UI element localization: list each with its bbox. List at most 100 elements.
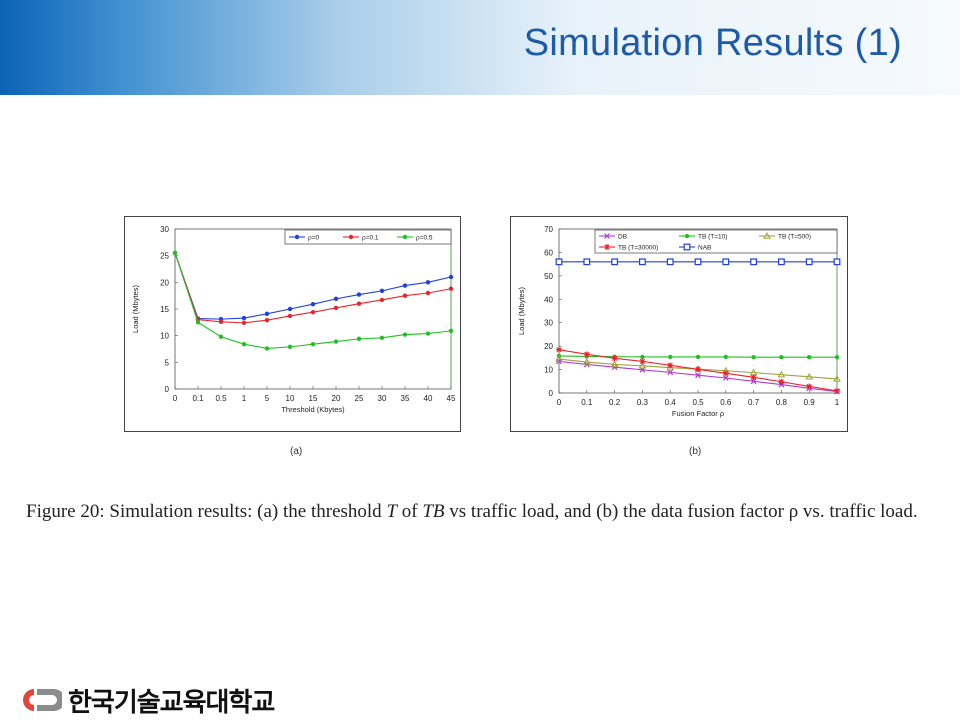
chart-b-xtick-label-7: 0.7 (748, 398, 760, 407)
chart-b-series-3-point-10 (834, 387, 840, 394)
chart-a-series-1-point-9 (379, 297, 385, 303)
chart-a-series-0 (172, 250, 454, 322)
chart-b-series-3-point-1 (583, 351, 590, 358)
chart-a-series-2-point-7 (333, 339, 339, 344)
chart-b-series-0-point-6 (722, 375, 729, 381)
chart-b-xtick-label-2: 0.2 (609, 398, 621, 407)
chart-a-series-0-point-4 (264, 311, 270, 316)
chart-b-series-3-point-0 (556, 346, 562, 353)
chart-b-series-2-point-8 (777, 370, 786, 378)
caption-tb-term: TB (422, 501, 445, 522)
chart-b-series-3 (556, 346, 840, 394)
chart-a-legend: ρ=0 ρ=0.1 ρ=0.5 (284, 229, 452, 245)
chart-a-series-0-point-11 (425, 280, 431, 285)
chart-b-legend-marker-4 (683, 243, 691, 251)
chart-b-legend-marker-2 (763, 231, 771, 239)
chart-a-legend-label-2: ρ=0.5 (416, 235, 433, 242)
figure-caption: Figure 20: Simulation results: (a) the t… (26, 498, 951, 525)
chart-b-series-2-point-10 (833, 374, 841, 382)
caption-part2: of (397, 501, 423, 522)
chart-a-series-2-point-10 (402, 332, 408, 337)
chart-a-series-1-point-8 (356, 301, 362, 306)
chart-b-series-3-point-5 (695, 366, 701, 373)
chart-b-series-4-point-9 (805, 258, 813, 266)
chart-a-series-2-point-2 (218, 334, 224, 339)
chart-b-series-4-point-5 (694, 258, 702, 266)
chart-a-series-2-point-6 (310, 342, 316, 347)
chart-a-ytick-label-1: 5 (165, 358, 170, 367)
chart-a-series-0-point-8 (356, 292, 362, 297)
chart-b-series-2-point-1 (582, 358, 591, 365)
chart-b-series-0-point-5 (695, 372, 701, 379)
chart-a-series-0-point-6 (310, 302, 316, 307)
university-logo-icon (23, 689, 62, 711)
chart-b-xtick-label-6: 0.6 (720, 398, 732, 407)
chart-a-series-0-point-10 (402, 283, 408, 288)
chart-a-series-0-point-5 (287, 306, 293, 312)
chart-b-series-1-point-3 (640, 354, 645, 360)
university-name: 한국기술교육대학교 (68, 688, 275, 718)
chart-a-xtick-label-1: 0.1 (192, 394, 204, 403)
chart-b-series-3-point-6 (722, 370, 729, 377)
chart-b-series-4-point-7 (750, 258, 758, 266)
chart-b-series-1-point-7 (751, 354, 756, 360)
chart-b-legend-marker-1 (684, 233, 690, 239)
chart-a-legend-label-1: ρ=0.1 (362, 235, 379, 242)
chart-a-series-0-point-3 (241, 315, 247, 321)
chart-a-xtick-label-9: 30 (378, 394, 387, 403)
chart-b-series-1-point-8 (779, 354, 784, 360)
chart-b-xtick-label-10: 1 (835, 398, 840, 407)
chart-b-ytick-label-4: 40 (544, 295, 553, 304)
chart-b-series-1-point-5 (695, 354, 701, 360)
chart-b-ytick-label-0: 0 (549, 389, 554, 398)
chart-a-series-1-point-7 (333, 305, 339, 311)
chart-a-legend-label-0: ρ=0 (308, 235, 319, 242)
chart-b-series-2-point-2 (610, 360, 619, 368)
chart-b-legend-label-1: TB (T=10) (698, 234, 727, 241)
chart-b-series-3-point-9 (806, 383, 813, 390)
chart-b-series-0-point-4 (667, 369, 674, 376)
chart-a-series-0-point-7 (333, 296, 339, 302)
header-banner (0, 0, 960, 95)
chart-b-ytick-label-2: 20 (544, 342, 553, 351)
chart-b-series-1-point-9 (807, 354, 812, 360)
chart-a-ytick-label-0: 0 (165, 385, 170, 394)
chart-a-series-0-point-12 (448, 274, 454, 280)
chart-a-xtick-label-0: 0 (173, 394, 178, 403)
chart-a-series-1-point-6 (310, 310, 316, 315)
chart-b-ylabel: Load (Mbytes) (517, 287, 526, 335)
chart-a-plot-area (174, 228, 452, 390)
chart-a-series-2-point-0 (172, 250, 178, 256)
chart-b-legend-label-0: DB (618, 234, 627, 241)
chart-b-xtick-label-8: 0.8 (776, 398, 788, 407)
chart-a-series-2-point-8 (356, 336, 362, 342)
chart-a-series-2-point-3 (241, 342, 247, 347)
chart-a-ylabel: Load (Mbytes) (131, 285, 140, 333)
chart-a-xtick-label-8: 25 (355, 394, 364, 403)
chart-b-xtick-label-3: 0.3 (637, 398, 649, 407)
chart-b-ytick-label-1: 10 (544, 366, 553, 375)
caption-part3: vs traffic load, and (b) the data fusion… (444, 501, 918, 522)
chart-b-series-3-point-4 (667, 362, 674, 369)
chart-a-xlabel: Threshold (Kbytes) (281, 405, 345, 414)
chart-b-series-2-point-3 (638, 361, 647, 369)
chart-b-series-4-point-8 (778, 258, 785, 266)
chart-b-ytick-label-6: 60 (544, 248, 553, 257)
chart-b: 0 10 20 30 40 50 60 70 0 0.1 0.2 0.3 0.4 0.5 0.6 0.7 0.8… (510, 216, 848, 432)
chart-b-xtick-label-5: 0.5 (692, 398, 704, 407)
chart-a-legend-marker-0 (294, 234, 300, 240)
chart-b-xtick-label-9: 0.9 (804, 398, 816, 407)
chart-a-series-1-point-11 (425, 290, 431, 296)
chart-b-series-4-point-2 (611, 258, 619, 266)
chart-a-series-2-point-12 (448, 328, 454, 334)
chart-b-legend-box (594, 229, 838, 254)
chart-b-series-2-point-9 (805, 372, 814, 380)
chart-b-xtick-label-1: 0.1 (581, 398, 593, 407)
chart-a-legend-box (284, 229, 452, 245)
chart-b-series-4-point-0 (555, 258, 563, 266)
chart-b-legend-label-2: TB (T=500) (778, 234, 811, 241)
chart-b-series-4-point-1 (583, 258, 591, 266)
chart-b-legend-marker-0 (604, 233, 610, 239)
chart-a: 0 5 10 15 20 25 30 0 0.1 0.5 1 5 10 15 20 25 30 35 40 45 Thr… (124, 216, 461, 432)
